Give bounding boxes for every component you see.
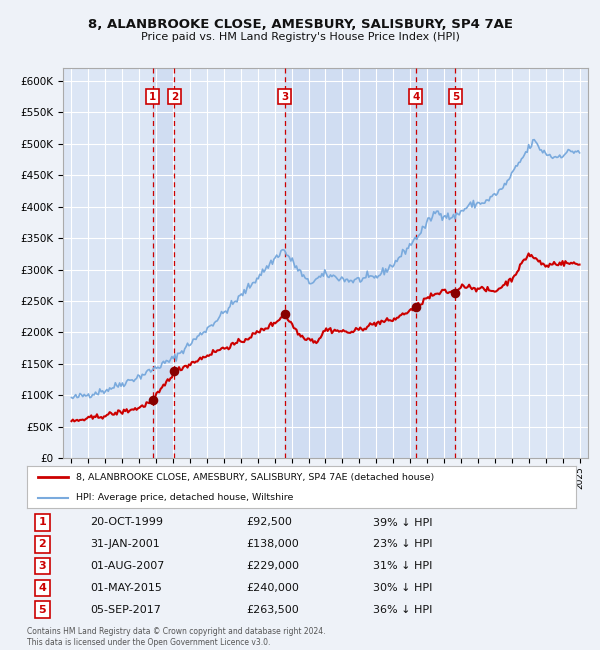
Bar <box>416 68 455 458</box>
Text: 31% ↓ HPI: 31% ↓ HPI <box>373 561 432 571</box>
Text: 1: 1 <box>38 517 46 527</box>
Text: 4: 4 <box>38 583 46 593</box>
Text: 3: 3 <box>38 561 46 571</box>
Text: 20-OCT-1999: 20-OCT-1999 <box>90 517 163 527</box>
Point <box>451 287 460 298</box>
Text: 23% ↓ HPI: 23% ↓ HPI <box>373 540 433 549</box>
Text: 2: 2 <box>38 540 46 549</box>
Bar <box>284 68 416 458</box>
Text: Contains HM Land Registry data © Crown copyright and database right 2024.
This d: Contains HM Land Registry data © Crown c… <box>27 627 325 647</box>
Text: £138,000: £138,000 <box>247 540 299 549</box>
Text: HPI: Average price, detached house, Wiltshire: HPI: Average price, detached house, Wilt… <box>76 493 294 502</box>
Text: 30% ↓ HPI: 30% ↓ HPI <box>373 583 432 593</box>
Text: 05-SEP-2017: 05-SEP-2017 <box>90 605 161 615</box>
Text: 5: 5 <box>452 92 459 101</box>
Text: 8, ALANBROOKE CLOSE, AMESBURY, SALISBURY, SP4 7AE (detached house): 8, ALANBROOKE CLOSE, AMESBURY, SALISBURY… <box>76 473 434 482</box>
Text: Price paid vs. HM Land Registry's House Price Index (HPI): Price paid vs. HM Land Registry's House … <box>140 32 460 42</box>
Text: £92,500: £92,500 <box>247 517 292 527</box>
Text: 39% ↓ HPI: 39% ↓ HPI <box>373 517 433 527</box>
Point <box>170 366 179 376</box>
Point <box>280 309 289 319</box>
Point <box>148 395 158 405</box>
Text: 36% ↓ HPI: 36% ↓ HPI <box>373 605 432 615</box>
Text: 2: 2 <box>171 92 178 101</box>
Text: £240,000: £240,000 <box>247 583 299 593</box>
Bar <box>153 68 175 458</box>
Text: 01-MAY-2015: 01-MAY-2015 <box>90 583 162 593</box>
Text: £263,500: £263,500 <box>247 605 299 615</box>
Text: 01-AUG-2007: 01-AUG-2007 <box>90 561 164 571</box>
Text: 3: 3 <box>281 92 288 101</box>
Text: 31-JAN-2001: 31-JAN-2001 <box>90 540 160 549</box>
Text: 4: 4 <box>412 92 419 101</box>
Text: 1: 1 <box>149 92 157 101</box>
Text: 8, ALANBROOKE CLOSE, AMESBURY, SALISBURY, SP4 7AE: 8, ALANBROOKE CLOSE, AMESBURY, SALISBURY… <box>88 18 512 31</box>
Text: £229,000: £229,000 <box>247 561 299 571</box>
Point <box>411 302 421 313</box>
Text: 5: 5 <box>38 605 46 615</box>
